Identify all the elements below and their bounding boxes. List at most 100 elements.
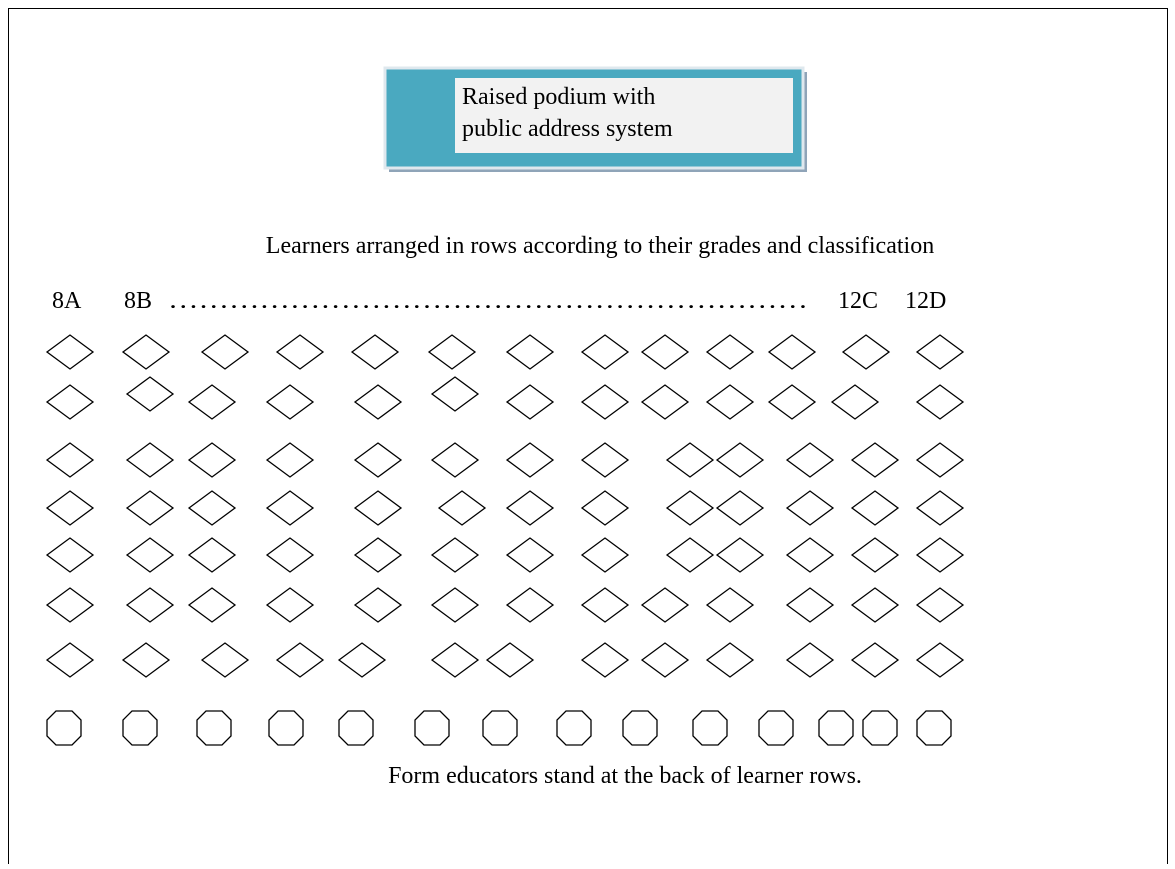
learner — [665, 537, 715, 573]
learner — [275, 642, 325, 678]
learner — [505, 587, 555, 623]
learner — [640, 642, 690, 678]
learner — [715, 537, 765, 573]
learner-shapes — [45, 334, 965, 746]
learner — [187, 384, 237, 420]
learner — [705, 384, 755, 420]
learner — [121, 642, 171, 678]
class-label: 8B — [124, 288, 152, 314]
learner — [580, 334, 630, 370]
educator — [692, 710, 728, 746]
learner — [187, 537, 237, 573]
class-dots: ……………………………………………………… — [168, 288, 808, 314]
learner — [580, 642, 630, 678]
learner — [430, 537, 480, 573]
podium-label: Raised podium with — [462, 84, 655, 110]
learner — [505, 334, 555, 370]
educator — [622, 710, 658, 746]
learner — [580, 490, 630, 526]
learner — [265, 442, 315, 478]
educator — [196, 710, 232, 746]
learner — [353, 442, 403, 478]
learner — [850, 587, 900, 623]
learner — [45, 537, 95, 573]
learner — [125, 587, 175, 623]
learner — [45, 642, 95, 678]
learner — [337, 642, 387, 678]
learner — [785, 442, 835, 478]
educator — [414, 710, 450, 746]
learner — [350, 334, 400, 370]
learner — [705, 642, 755, 678]
educator — [482, 710, 518, 746]
learner — [45, 334, 95, 370]
learner — [200, 334, 250, 370]
learner — [580, 384, 630, 420]
educator — [122, 710, 158, 746]
learner — [850, 490, 900, 526]
caption: Learners arranged in rows according to t… — [266, 233, 934, 259]
learner — [705, 587, 755, 623]
learner — [427, 334, 477, 370]
learner — [353, 384, 403, 420]
learner — [785, 537, 835, 573]
learner — [767, 334, 817, 370]
learner — [505, 442, 555, 478]
learner — [200, 642, 250, 678]
learner — [580, 442, 630, 478]
learner — [841, 334, 891, 370]
learner — [430, 442, 480, 478]
frame — [8, 8, 1168, 869]
learner — [187, 490, 237, 526]
educator — [338, 710, 374, 746]
learner — [45, 442, 95, 478]
learner — [353, 587, 403, 623]
educator — [46, 710, 82, 746]
footer-text: Form educators stand at the back of lear… — [388, 763, 862, 789]
learner — [850, 537, 900, 573]
learner — [715, 490, 765, 526]
learner — [705, 334, 755, 370]
learner — [125, 376, 175, 412]
learner — [915, 384, 965, 420]
learner — [850, 442, 900, 478]
learner — [915, 490, 965, 526]
learner — [430, 587, 480, 623]
learner — [850, 642, 900, 678]
learner — [665, 490, 715, 526]
learner — [265, 490, 315, 526]
educator — [758, 710, 794, 746]
learner — [275, 334, 325, 370]
learner — [265, 384, 315, 420]
learner — [767, 384, 817, 420]
learner — [785, 642, 835, 678]
learner — [715, 442, 765, 478]
learner — [785, 490, 835, 526]
educator — [268, 710, 304, 746]
learner — [830, 384, 880, 420]
learner — [430, 376, 480, 412]
learner — [915, 334, 965, 370]
learner — [915, 587, 965, 623]
learner — [45, 490, 95, 526]
learner — [915, 537, 965, 573]
learner — [505, 537, 555, 573]
learner — [505, 384, 555, 420]
learner — [125, 490, 175, 526]
learner — [915, 642, 965, 678]
learner — [125, 442, 175, 478]
learner — [353, 490, 403, 526]
learner — [485, 642, 535, 678]
learner — [265, 587, 315, 623]
class-label: 8A — [52, 288, 82, 314]
learner — [580, 537, 630, 573]
learner — [640, 587, 690, 623]
learner — [353, 537, 403, 573]
learner — [915, 442, 965, 478]
learner — [640, 334, 690, 370]
podium-label: public address system — [462, 116, 673, 142]
learner — [437, 490, 487, 526]
learner — [430, 642, 480, 678]
